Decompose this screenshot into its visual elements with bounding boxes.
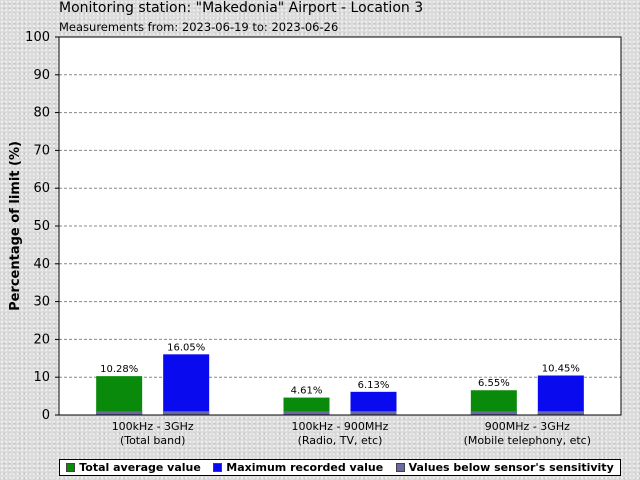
data-label: 6.13% <box>358 380 390 391</box>
x-tick-label: 900MHz - 3GHz <box>485 420 570 433</box>
bar-sensitivity-segment <box>470 411 517 415</box>
legend-label-average: Total average value <box>79 461 201 474</box>
y-tick-label: 90 <box>33 68 50 83</box>
bar-sensitivity-segment <box>96 411 143 415</box>
y-tick-label: 70 <box>33 143 50 158</box>
data-label: 4.61% <box>291 386 323 397</box>
data-label: 10.45% <box>542 363 580 374</box>
y-tick-label: 50 <box>33 219 50 234</box>
legend-item-maximum: Maximum recorded value <box>213 461 383 474</box>
bar-sensitivity-segment <box>537 411 584 415</box>
data-label: 10.28% <box>100 364 138 375</box>
x-tick-label: 100kHz - 900MHz <box>292 420 389 433</box>
data-label: 16.05% <box>167 342 205 353</box>
y-tick-label: 30 <box>33 295 50 310</box>
bar-sensitivity-segment <box>163 411 210 415</box>
bar-chart: 0 10 20 30 40 50 60 70 80 90 100 Percentage of limi… <box>8 30 622 447</box>
chart-title: Monitoring station: "Makedonia" Airport … <box>59 0 424 16</box>
bar-maximum <box>163 354 210 415</box>
y-tick-label: 80 <box>33 106 50 121</box>
bar-average <box>470 390 517 415</box>
bar-average <box>283 397 330 415</box>
legend-swatch-average <box>66 463 76 472</box>
y-axis-label: Percentage of limit (%) <box>8 141 23 311</box>
legend-item-average: Total average value <box>66 461 201 474</box>
bar-maximum <box>537 375 584 415</box>
bar-maximum <box>350 391 397 415</box>
legend-label-maximum: Maximum recorded value <box>226 461 384 474</box>
x-tick-label: 100kHz - 3GHz <box>112 420 194 433</box>
x-tick-label-sub: (Radio, TV, etc) <box>298 434 383 447</box>
x-tick-label-sub: (Total band) <box>120 434 185 447</box>
chart-legend: Total average value Maximum recorded val… <box>59 459 621 476</box>
bar-average <box>96 376 143 415</box>
legend-swatch-sensitivity <box>395 463 405 472</box>
bar-sensitivity-segment <box>350 411 397 415</box>
legend-item-sensitivity: Values below sensor's sensitivity <box>395 461 614 474</box>
chart-subtitle: Measurements from: 2023-06-19 to: 2023-0… <box>59 20 339 34</box>
legend-swatch-maximum <box>213 463 223 472</box>
bar-sensitivity-segment <box>283 411 330 415</box>
y-tick-label: 100 <box>25 30 50 45</box>
data-label: 6.55% <box>478 378 510 389</box>
y-tick-label: 20 <box>33 332 50 347</box>
y-tick-label: 40 <box>33 257 50 272</box>
x-tick-label-sub: (Mobile telephony, etc) <box>464 434 591 447</box>
plot-border <box>58 36 622 416</box>
legend-label-sensitivity: Values below sensor's sensitivity <box>408 461 614 474</box>
y-tick-label: 60 <box>33 181 50 196</box>
y-tick-label: 10 <box>33 370 50 385</box>
y-tick-label: 0 <box>42 408 50 423</box>
